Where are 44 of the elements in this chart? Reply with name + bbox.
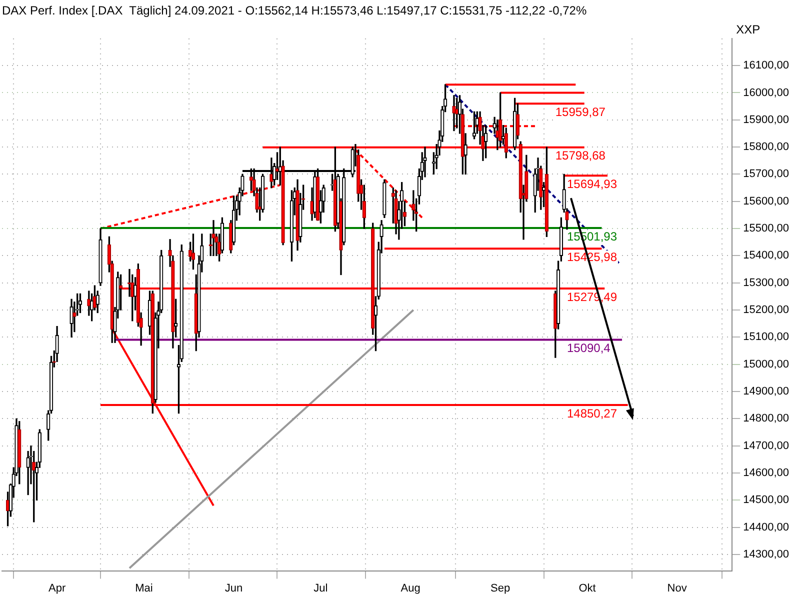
y-tick-label: 15700,00 xyxy=(743,168,790,180)
candlestick xyxy=(423,146,427,178)
candlestick xyxy=(78,293,82,314)
y-axis-title: XXP xyxy=(736,22,760,37)
annotation: 15090,4 xyxy=(566,341,611,356)
y-tick-label: 15900,00 xyxy=(743,114,790,126)
y-tick-label: 15600,00 xyxy=(743,195,790,208)
annotation: 14850,27 xyxy=(566,406,618,420)
y-tick-label: 15400,00 xyxy=(743,250,790,262)
candlestick xyxy=(472,111,476,140)
y-tick-label: 16100,00 xyxy=(743,60,790,72)
x-tick-label: Apr xyxy=(48,582,66,594)
y-tick-label: 15300,00 xyxy=(743,276,790,289)
annotation: 15959,87 xyxy=(555,104,606,119)
candlestick xyxy=(18,421,22,484)
y-tick-label: 15200,00 xyxy=(743,304,790,316)
y-tick-label: 14300,00 xyxy=(743,548,790,561)
y-tick-label: 14700,00 xyxy=(743,440,790,452)
y-tick-label: 14500,00 xyxy=(743,494,790,506)
candlestick xyxy=(70,298,74,338)
x-tick-label: Okt xyxy=(578,582,596,594)
x-tick-label: Nov xyxy=(667,582,688,594)
candlestick xyxy=(98,228,102,286)
candlestick xyxy=(290,190,294,262)
y-tick-label: 14900,00 xyxy=(743,386,790,398)
y-tick-label: 14800,00 xyxy=(743,412,790,425)
chart-title: DAX Perf. Index [.DAX Täglich] 24.09.2021 - O:15562,14 H:15573,46 L:15497,17 C:15531,75 -112,22 -0,72% xyxy=(2,4,587,18)
y-tick-label: 15100,00 xyxy=(743,331,790,344)
x-tick-label: Jun xyxy=(224,582,243,594)
x-tick-label: Aug xyxy=(400,582,420,594)
annotation: 15798,68 xyxy=(555,148,606,163)
candlestick xyxy=(212,220,216,256)
y-tick-label: 16000,00 xyxy=(743,86,790,99)
annotation: 15694,93 xyxy=(566,176,618,191)
y-tick-label: 14600,00 xyxy=(743,467,790,480)
x-tick-label: Mai xyxy=(135,582,153,594)
x-tick-label: Jul xyxy=(314,582,328,594)
y-tick-label: 15000,00 xyxy=(743,358,790,370)
candlestick xyxy=(382,179,386,218)
y-tick-label: 15800,00 xyxy=(743,141,790,154)
x-tick-label: Sep xyxy=(490,582,510,594)
y-tick-label: 15500,00 xyxy=(743,222,790,235)
y-tick-label: 14400,00 xyxy=(743,521,790,534)
candlestick xyxy=(191,234,196,270)
